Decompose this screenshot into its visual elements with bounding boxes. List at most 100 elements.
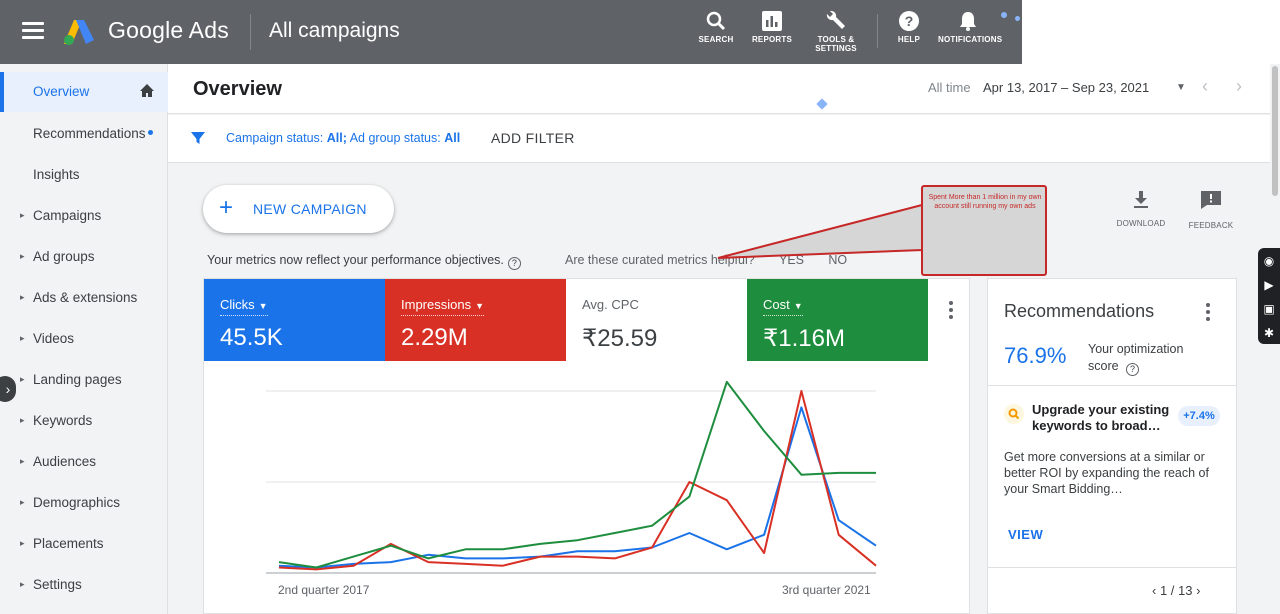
metric-value: ₹1.16M — [763, 325, 845, 352]
chevron-right-icon: › — [5, 381, 11, 397]
metric-cost[interactable]: Cost ▼ ₹1.16M — [747, 279, 928, 361]
chevron-right-icon: ▸ — [20, 415, 25, 425]
sidebar-item-label: Recommendations — [33, 126, 145, 141]
sidebar-item-recommendations[interactable]: Recommendations — [0, 114, 168, 154]
filter-icon[interactable] — [190, 130, 206, 146]
sidebar-item-placements[interactable]: ▸ Placements — [0, 524, 168, 564]
sidebar-item-label: Demographics — [33, 495, 121, 510]
sidebar-item-demographics[interactable]: ▸ Demographics — [0, 483, 168, 523]
metric-label[interactable]: Cost ▼ — [763, 297, 803, 316]
indicator-dot — [816, 98, 828, 110]
google-ads-logo — [64, 20, 94, 45]
performance-line-chart — [266, 380, 877, 574]
more-options-icon[interactable] — [1206, 303, 1210, 324]
optimization-score: 76.9% — [1004, 343, 1067, 368]
sidebar-item-campaigns[interactable]: ▸ Campaigns — [0, 196, 168, 236]
chevron-right-icon: ▸ — [20, 333, 25, 343]
new-indicator-dot — [148, 130, 153, 135]
scrollbar-thumb[interactable] — [1272, 66, 1278, 196]
sidebar-item-ad-groups[interactable]: ▸ Ad groups — [0, 237, 168, 277]
chevron-left-icon[interactable]: ‹ — [1152, 583, 1157, 598]
search-label: SEARCH — [698, 35, 734, 44]
metric-label-text: Cost — [763, 297, 790, 312]
help-icon[interactable]: ? — [1126, 363, 1140, 376]
suggestion-description: Get more conversions at a similar or bet… — [1004, 450, 1209, 496]
metric-clicks[interactable]: Clicks ▼ 45.5K — [204, 279, 385, 361]
recommendations-card: Recommendations 76.9% Your optimization … — [987, 278, 1237, 614]
feedback-button[interactable]: FEEDBACK — [1182, 190, 1240, 230]
sidebar-item-audiences[interactable]: ▸ Audiences — [0, 442, 168, 482]
ad-group-status-value: All — [444, 131, 461, 145]
collapse-sidebar-button[interactable]: › — [0, 376, 16, 402]
dropdown-arrow-icon: ▼ — [475, 301, 484, 311]
series-line-impressions — [278, 390, 877, 571]
suggestion-icon — [1004, 404, 1024, 424]
notifications-button[interactable]: NOTIFICATIONS — [938, 10, 1002, 44]
download-icon — [1134, 191, 1148, 208]
sidebar-item-settings[interactable]: ▸ Settings — [0, 565, 168, 605]
more-options-icon[interactable] — [941, 301, 961, 322]
chevron-right-icon[interactable]: › — [1236, 76, 1242, 96]
brand-name: Google Ads — [108, 17, 229, 43]
chevron-right-icon[interactable]: › — [1196, 583, 1201, 598]
metrics-note: Your metrics now reflect your performanc… — [207, 253, 521, 270]
video-icon[interactable]: ▶ — [1264, 278, 1274, 292]
search-button[interactable]: SEARCH — [686, 10, 746, 44]
bell-icon — [960, 12, 976, 31]
pager: ‹ 1 / 13 › — [1152, 583, 1200, 598]
reports-icon — [762, 11, 782, 31]
help-icon[interactable]: ? — [507, 257, 521, 270]
dropdown-arrow-icon: ▼ — [793, 301, 803, 311]
metric-value: ₹25.59 — [582, 325, 658, 352]
help-button[interactable]: ? HELP — [879, 10, 939, 44]
floating-toolbar: ◉ ▶ ▣ ✱ — [1258, 248, 1280, 344]
no-button[interactable]: NO — [828, 253, 848, 267]
sidebar-item-label: Ad groups — [33, 249, 95, 264]
page-indicator: 1 / 13 — [1159, 583, 1193, 598]
chevron-right-icon: ▸ — [20, 579, 25, 589]
active-filters[interactable]: Campaign status: All; Ad group status: A… — [226, 131, 460, 145]
view-button[interactable]: VIEW — [1008, 527, 1044, 542]
sidebar-item-landing-pages[interactable]: ▸ Landing pages — [0, 360, 168, 400]
date-range-label: All time — [928, 80, 971, 95]
metric-avg-cpc[interactable]: Avg. CPC ₹25.59 — [566, 279, 747, 361]
recommendations-title: Recommendations — [1004, 301, 1155, 321]
add-filter-button[interactable]: ADD FILTER — [491, 130, 575, 146]
sidebar-item-insights[interactable]: Insights — [0, 155, 168, 195]
gear-icon[interactable]: ✱ — [1263, 326, 1275, 340]
search-icon — [706, 11, 726, 31]
menu-icon[interactable] — [22, 22, 44, 40]
sidebar-item-overview[interactable]: Overview — [0, 72, 168, 112]
metric-impressions[interactable]: Impressions ▼ 2.29M — [385, 279, 566, 361]
chevron-left-icon[interactable]: ‹ — [1202, 76, 1208, 96]
sidebar-item-videos[interactable]: ▸ Videos — [0, 319, 168, 359]
curated-question: Are these curated metrics helpful? — [565, 253, 755, 267]
date-range-picker[interactable]: Apr 13, 2017 – Sep 23, 2021 — [983, 80, 1150, 95]
help-label: HELP — [897, 35, 921, 44]
x-axis-end-label: 3rd quarter 2021 — [782, 583, 871, 597]
campaign-status-label: Campaign status: — [226, 131, 324, 145]
metric-label-text: Impressions — [401, 297, 472, 312]
series-line-cost — [278, 380, 876, 569]
dropdown-arrow-icon[interactable]: ▼ — [1176, 82, 1186, 93]
sidebar-item-ads-extensions[interactable]: ▸ Ads & extensions — [0, 278, 168, 318]
chevron-right-icon: ▸ — [20, 210, 25, 220]
download-button[interactable]: DOWNLOAD — [1112, 190, 1170, 228]
sidebar-item-label: Ads & extensions — [33, 290, 138, 305]
metric-value: 45.5K — [220, 324, 283, 351]
gallery-icon[interactable]: ▣ — [1263, 302, 1275, 316]
sidebar-item-keywords[interactable]: ▸ Keywords — [0, 401, 168, 441]
new-campaign-label: NEW CAMPAIGN — [253, 201, 367, 217]
chevron-right-icon: ▸ — [20, 497, 25, 507]
metric-label[interactable]: Clicks ▼ — [220, 297, 268, 316]
new-campaign-button[interactable]: + NEW CAMPAIGN — [203, 185, 394, 233]
camera-icon[interactable]: ◉ — [1263, 254, 1275, 268]
breadcrumb[interactable]: All campaigns — [269, 19, 400, 42]
sidebar-item-label: Settings — [33, 577, 82, 592]
feedback-label: FEEDBACK — [1188, 221, 1234, 230]
reports-button[interactable]: REPORTS — [742, 10, 802, 44]
yes-button[interactable]: YES — [779, 253, 805, 267]
performance-card: Clicks ▼ 45.5K Impressions ▼ 2.29M Avg. CP… — [203, 278, 970, 614]
tools-settings-button[interactable]: TOOLS & SETTINGS — [806, 10, 866, 53]
metric-label[interactable]: Impressions ▼ — [401, 297, 484, 316]
